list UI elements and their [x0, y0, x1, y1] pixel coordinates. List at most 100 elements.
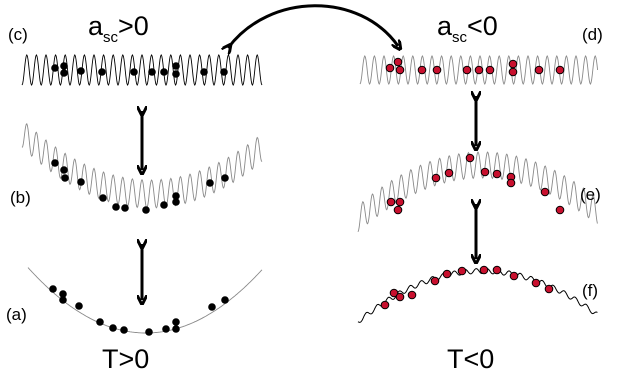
- atom-marker: [51, 64, 59, 72]
- atom-marker: [172, 318, 180, 326]
- panel-label-a: (a): [6, 305, 27, 324]
- atoms-group-f: [380, 265, 554, 310]
- atom-marker: [462, 65, 472, 75]
- atom-marker: [60, 69, 68, 77]
- atom-marker: [160, 201, 168, 209]
- atom-marker: [49, 285, 57, 293]
- atom-marker: [395, 65, 405, 75]
- atom-marker: [492, 265, 502, 275]
- atom-marker: [75, 302, 83, 310]
- atom-marker: [407, 290, 417, 300]
- atom-marker: [60, 166, 68, 174]
- atom-marker: [61, 174, 69, 182]
- atom-marker: [145, 328, 153, 336]
- atom-marker: [555, 65, 565, 75]
- atom-marker: [172, 192, 180, 200]
- panel-label-f: (f): [582, 281, 598, 300]
- atoms-group-c: [51, 62, 228, 78]
- atom-marker: [51, 159, 59, 167]
- atom-marker: [160, 68, 168, 76]
- atom-marker: [544, 284, 554, 294]
- atoms-group-d: [385, 57, 565, 77]
- harmonic-trap-a: [27, 267, 263, 334]
- atom-marker: [479, 265, 489, 275]
- atom-marker: [417, 65, 427, 75]
- wave-lattice-trap-e: [357, 151, 598, 232]
- atoms-group-a: [49, 285, 229, 336]
- atom-marker: [60, 62, 68, 70]
- atom-marker: [393, 205, 403, 215]
- atom-marker: [485, 65, 495, 75]
- atom-marker: [508, 59, 518, 69]
- atom-marker: [120, 326, 128, 334]
- atom-marker: [431, 173, 441, 183]
- atom-marker: [77, 67, 85, 75]
- wave-lattice-d: [359, 55, 599, 85]
- panel-label-e: (e): [580, 185, 601, 204]
- atom-marker: [389, 288, 399, 298]
- atom-marker: [206, 179, 214, 187]
- atom-marker: [99, 194, 107, 202]
- atom-marker: [148, 68, 156, 76]
- atom-marker: [142, 206, 150, 214]
- atom-marker: [98, 68, 106, 76]
- atom-marker: [121, 204, 129, 212]
- atom-marker: [220, 68, 228, 76]
- atom-marker: [555, 205, 565, 215]
- atom-marker: [508, 67, 518, 77]
- header-right: asc<0: [437, 11, 498, 46]
- atom-marker: [208, 303, 216, 311]
- atom-marker: [509, 271, 519, 281]
- footer-right: T<0: [447, 344, 494, 374]
- atom-marker: [172, 325, 180, 333]
- atom-marker: [130, 68, 138, 76]
- atom-marker: [172, 70, 180, 78]
- atom-marker: [172, 62, 180, 70]
- atom-marker: [96, 318, 104, 326]
- wave-lattice-c: [21, 54, 263, 86]
- atoms-group-e: [386, 153, 565, 215]
- header-left: asc>0: [88, 11, 149, 46]
- atom-marker: [531, 278, 541, 288]
- atoms-group-b: [51, 159, 229, 214]
- atom-marker: [77, 178, 85, 186]
- atom-marker: [480, 167, 490, 177]
- atom-marker: [59, 290, 67, 298]
- atom-marker: [432, 65, 442, 75]
- atom-marker: [162, 325, 170, 333]
- atom-marker: [465, 153, 475, 163]
- header-right-relation: <0: [467, 11, 498, 41]
- atom-marker: [172, 198, 180, 206]
- atom-marker: [385, 63, 395, 73]
- atom-marker: [221, 174, 229, 182]
- atom-marker: [474, 65, 484, 75]
- atom-marker: [395, 197, 405, 207]
- panel-label-b: (b): [10, 188, 31, 207]
- atom-marker: [386, 197, 396, 207]
- atom-marker: [59, 296, 67, 304]
- header-right-main: a: [437, 11, 453, 41]
- atom-marker: [457, 266, 467, 276]
- curved-double-arrow-icon: [228, 4, 398, 48]
- header-left-relation: >0: [118, 11, 149, 41]
- atom-marker: [506, 178, 516, 188]
- atom-marker: [534, 65, 544, 75]
- atom-marker: [395, 292, 405, 302]
- atom-marker: [430, 276, 440, 286]
- atom-marker: [540, 187, 550, 197]
- header-left-main: a: [88, 11, 104, 41]
- atom-marker: [221, 296, 229, 304]
- atom-marker: [109, 324, 117, 332]
- atom-marker: [442, 269, 452, 279]
- atom-marker: [492, 169, 502, 179]
- panel-label-d: (d): [582, 25, 603, 44]
- header-right-subscript: sc: [452, 29, 468, 46]
- atom-marker: [393, 57, 403, 67]
- panel-label-c: (c): [8, 25, 28, 44]
- atom-marker: [200, 68, 208, 76]
- atom-marker: [380, 300, 390, 310]
- atom-marker: [112, 203, 120, 211]
- atom-marker: [444, 168, 454, 178]
- footer-left: T>0: [102, 344, 149, 374]
